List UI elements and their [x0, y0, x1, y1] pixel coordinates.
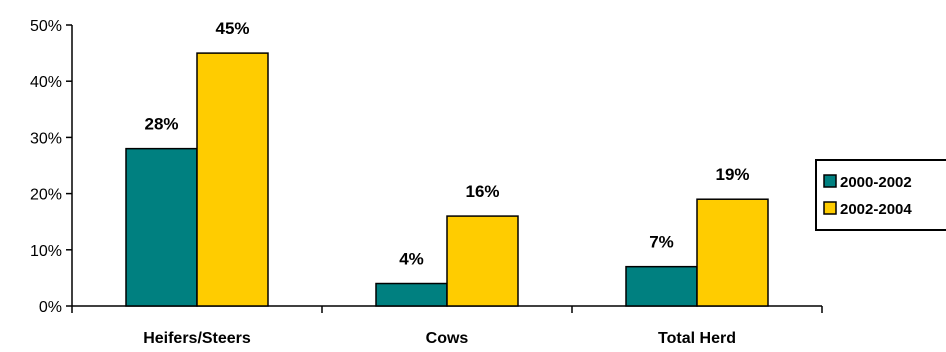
- x-axis: Heifers/Steers Cows Total Herd: [71, 305, 823, 347]
- data-label: 28%: [144, 115, 178, 134]
- data-label: 16%: [465, 182, 499, 201]
- y-tick-label: 30%: [30, 130, 62, 147]
- data-labels: 28% 45% 4% 16% 7% 19%: [144, 19, 749, 268]
- data-label: 45%: [215, 19, 249, 38]
- bar: [196, 52, 269, 307]
- y-tick-label: 10%: [30, 243, 62, 260]
- y-tick-label: 50%: [30, 18, 62, 35]
- bar: [696, 198, 769, 307]
- legend-box: [815, 159, 946, 231]
- bars: [125, 52, 769, 307]
- bar: [446, 215, 519, 307]
- y-tick-label: 0%: [39, 299, 62, 316]
- data-label: 19%: [715, 165, 749, 184]
- bar: [375, 282, 448, 307]
- legend-label: 2000-2002: [840, 174, 912, 191]
- bar: [625, 265, 698, 307]
- data-label: 7%: [649, 233, 674, 252]
- y-tick-label: 20%: [30, 187, 62, 204]
- x-category-label: Heifers/Steers: [143, 330, 251, 347]
- data-label: 4%: [399, 250, 424, 269]
- legend-swatch: [823, 201, 837, 215]
- bar: [125, 147, 198, 307]
- y-tick-label: 40%: [30, 74, 62, 91]
- legend-swatch: [823, 174, 837, 188]
- legend: 2000-2002 2002-2004: [815, 159, 946, 231]
- y-axis: 0% 10% 20% 30% 40% 50%: [30, 18, 73, 316]
- legend-label: 2002-2004: [840, 201, 912, 218]
- x-category-label: Total Herd: [658, 330, 736, 347]
- x-category-label: Cows: [426, 330, 469, 347]
